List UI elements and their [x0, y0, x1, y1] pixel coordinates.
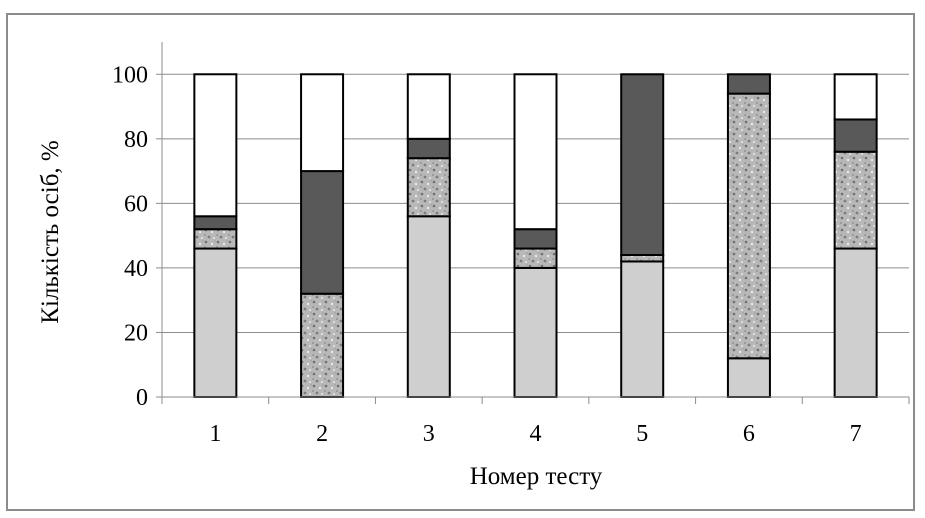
x-tick-label: 4: [530, 421, 542, 447]
axes: [156, 42, 910, 404]
bar-segment: [300, 170, 345, 295]
bar-segment: [513, 266, 558, 398]
bar-segment: [406, 157, 451, 218]
bar-segment: [406, 137, 451, 160]
bar-segment: [833, 118, 878, 153]
bar-segment: [406, 215, 451, 398]
bar-segment: [513, 247, 558, 269]
bar-segment: [513, 228, 558, 250]
x-tick-label: 7: [850, 421, 862, 447]
x-tick-label: 3: [423, 421, 435, 447]
bar-segment: [193, 73, 238, 218]
y-tick-label: 100: [112, 62, 148, 88]
bar-segment: [513, 73, 558, 231]
y-tick-label: 80: [124, 127, 148, 153]
y-tick-label: 60: [124, 191, 148, 217]
x-tick-label: 2: [316, 421, 328, 447]
bar-segment: [620, 73, 665, 257]
bar-segment: [406, 73, 451, 140]
x-tick-label: 5: [636, 421, 648, 447]
bar-segment: [726, 357, 771, 399]
bar-segment: [193, 247, 238, 398]
bar-segment: [193, 215, 238, 231]
bar-segment: [833, 150, 878, 250]
bar-segment: [726, 73, 771, 95]
y-tick-label: 40: [124, 256, 148, 282]
bars: [193, 73, 878, 399]
y-axis-label: Кількість осіб, %: [37, 140, 64, 323]
y-tick-label: 20: [124, 320, 148, 346]
tick-labels: 0 20 40 60 80 100 1 2 3 4 5 6 7: [112, 62, 862, 447]
x-axis-label: Номер тесту: [470, 463, 603, 490]
bar-segment: [833, 247, 878, 398]
x-tick-label: 1: [209, 421, 221, 447]
bar-segment: [300, 292, 345, 398]
bar-segment: [833, 73, 878, 121]
y-tick-label: 0: [136, 385, 148, 411]
bar-segment: [300, 73, 345, 173]
x-tick-label: 6: [743, 421, 755, 447]
bar-segment: [726, 92, 771, 360]
bar-segment: [193, 228, 238, 250]
bar-segment: [620, 260, 665, 399]
